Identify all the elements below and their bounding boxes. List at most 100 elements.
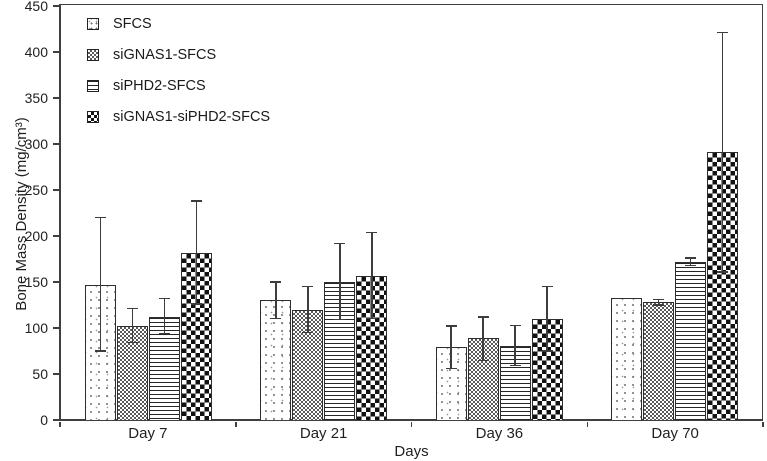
bar [356,275,388,420]
y-tick-label: 200 [24,228,48,244]
error-bar-cap-top [716,31,728,34]
bar [181,252,213,420]
x-tick-mark [586,422,588,427]
legend-label: SFCS [113,15,152,32]
error-bar-cap-bottom [652,304,664,306]
error-bar-cap-bottom [477,359,489,361]
error-bar-line [482,316,484,361]
error-bar-line [275,282,277,319]
y-tick-mark [53,97,60,99]
error-bar-cap-top [652,298,664,301]
y-tick-mark [53,235,60,237]
error-bar-line [195,201,198,305]
legend-swatch-hlines-icon [87,79,99,92]
error-bar-cap-bottom [191,303,203,305]
x-axis-title: Days [394,443,429,460]
legend-label: siGNAS1-SFCS [113,46,217,63]
error-bar-cap-bottom [95,350,107,352]
error-bar-cap-bottom [445,367,457,370]
error-bar-line [371,232,373,319]
y-tick-mark [53,143,60,145]
error-bar-cap-top [191,200,203,202]
legend-item: SFCS [87,15,270,32]
y-tick-mark [53,5,60,7]
legend-label: siGNAS1-siPHD2-SFCS [113,108,271,125]
bar [642,302,674,420]
y-tick-mark [53,327,60,329]
y-tick-mark [53,51,60,53]
error-bar-line [131,308,134,343]
error-bar-cap-bottom [127,342,139,344]
y-tick-label: 350 [24,90,48,106]
legend-label: siPHD2-SFCS [113,77,206,94]
error-bar-cap-top [477,316,489,318]
x-tick-mark [59,422,61,427]
x-tick-mark [762,422,764,427]
legend-swatch-dots-icon [87,17,99,30]
legend-swatch-finecheck-icon [87,48,99,61]
error-bar-cap-top [684,257,696,259]
error-bar-cap-bottom [684,264,696,267]
error-bar-cap-bottom [366,318,378,320]
error-bar-cap-bottom [334,319,346,321]
legend-swatch-check-icon [87,110,99,123]
error-bar-line [450,326,452,369]
x-category-label: Day 7 [128,425,168,442]
error-bar-line [99,217,102,351]
legend-item: siGNAS1-SFCS [87,46,270,63]
y-tick-label: 450 [24,0,48,14]
error-bar-line [307,286,309,333]
y-tick-label: 250 [24,182,48,198]
error-bar-cap-top [541,285,553,288]
error-bar-cap-top [270,281,282,283]
y-tick-mark [53,189,60,191]
x-category-label: Day 70 [651,425,699,442]
bar [292,309,324,420]
error-bar-cap-top [366,231,378,233]
y-tick-label: 50 [32,366,48,382]
x-category-label: Day 21 [299,425,348,442]
error-bar-line [721,32,724,272]
error-bar-cap-top [159,297,171,300]
error-bar-cap-bottom [270,318,282,320]
error-bar-line [546,286,548,351]
y-tick-mark [53,281,60,283]
y-tick-label: 400 [24,44,48,60]
x-tick-mark [410,422,413,427]
x-category-label: Day 36 [475,425,524,442]
error-bar-cap-top [127,307,139,310]
legend: SFCS siGNAS1-SFCS siPHD2-SFCS siGNAS1-siPHD… [87,16,270,140]
legend-item: siGNAS1-siPHD2-SFCS [87,108,271,125]
error-bar-line [339,243,341,320]
y-tick-mark [53,419,60,421]
error-bar-cap-top [334,242,346,245]
error-bar-line [514,325,516,366]
bar [260,300,292,420]
bar [674,261,706,420]
error-bar-cap-bottom [541,350,553,352]
error-bar-line [163,298,166,334]
error-bar-cap-bottom [509,365,521,367]
error-bar-line [689,258,692,266]
bar [149,316,181,420]
legend-item: siPHD2-SFCS [87,77,270,94]
y-tick-label: 300 [24,136,48,152]
error-bar-line [657,299,660,305]
bar [610,297,642,420]
error-bar-cap-bottom [716,271,728,273]
x-tick-mark [235,422,237,427]
y-tick-label: 100 [24,320,48,336]
plot-area [61,6,762,420]
bar [324,282,356,420]
y-tick-label: 150 [24,274,48,290]
error-bar-cap-top [509,324,521,326]
error-bar-cap-top [445,325,457,327]
error-bar-cap-top [302,285,314,288]
error-bar-cap-bottom [159,332,171,335]
error-bar-cap-top [95,216,107,219]
error-bar-cap-bottom [302,331,314,334]
y-axis-title: Bone Mass Density (mg/cm³) [13,117,30,311]
y-tick-mark [53,373,60,375]
y-tick-label: 0 [40,412,48,428]
